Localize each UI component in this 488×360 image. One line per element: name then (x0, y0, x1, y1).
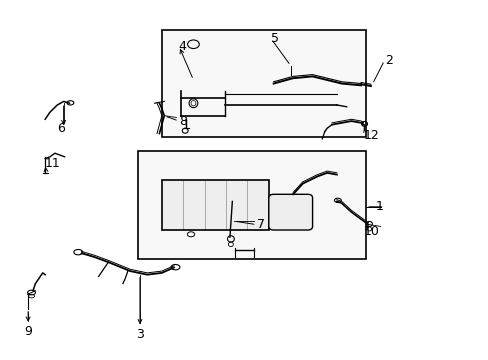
Text: 6: 6 (57, 122, 65, 135)
Text: 4: 4 (179, 40, 186, 53)
FancyBboxPatch shape (268, 194, 312, 230)
FancyBboxPatch shape (162, 30, 366, 137)
Text: 12: 12 (363, 129, 379, 142)
Text: 7: 7 (256, 218, 264, 231)
Text: 10: 10 (363, 225, 379, 238)
Text: 1: 1 (375, 200, 383, 213)
Text: 11: 11 (45, 157, 61, 170)
Text: 5: 5 (271, 32, 279, 45)
Text: 2: 2 (385, 54, 392, 67)
Text: 3: 3 (136, 328, 143, 341)
FancyBboxPatch shape (137, 152, 366, 258)
Text: 8: 8 (179, 114, 186, 127)
FancyBboxPatch shape (162, 180, 268, 230)
Text: 9: 9 (24, 325, 32, 338)
